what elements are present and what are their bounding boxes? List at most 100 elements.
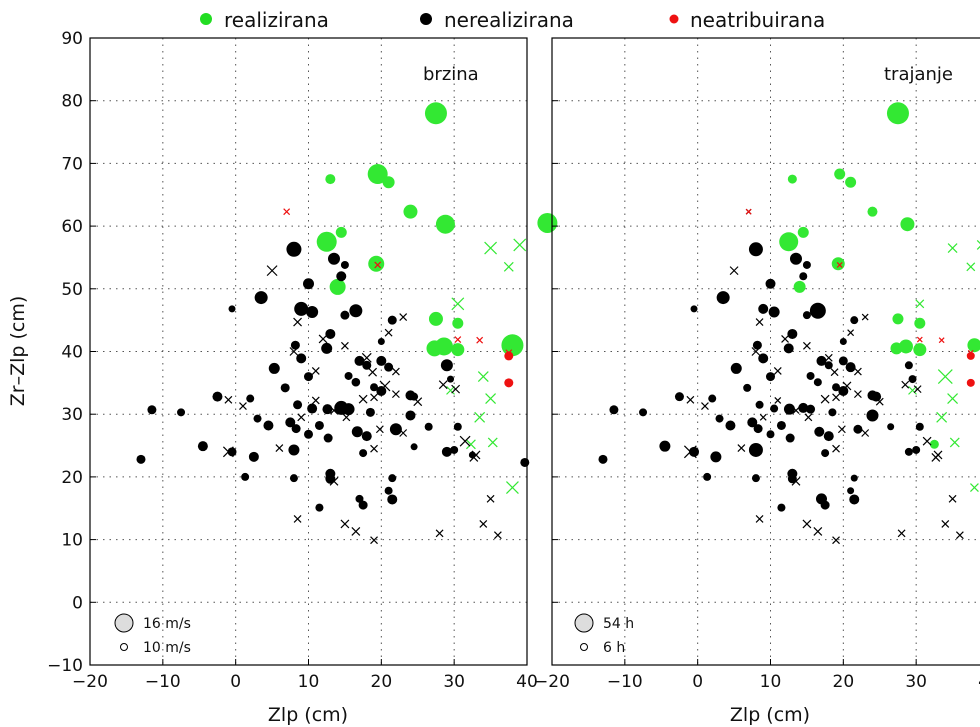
y-tick-label: 10 [61, 531, 83, 551]
point-nerealizirana [246, 394, 255, 403]
x-tick-label: −10 [145, 672, 181, 692]
point-nerealizirana [376, 355, 387, 366]
point-realizirana [834, 168, 846, 180]
y-tick-label: 90 [61, 29, 83, 49]
point-nerealizirana [904, 361, 913, 370]
data-points [598, 102, 980, 545]
point-nerealizirana [354, 355, 365, 366]
point-nerealizirana [799, 272, 808, 281]
point-realizirana [335, 226, 347, 238]
cross-realizirana [976, 239, 980, 250]
cross-nerealizirana [922, 436, 932, 446]
cross-nerealizirana [861, 429, 870, 437]
point-nerealizirana [820, 500, 830, 510]
point-nerealizirana [177, 408, 186, 417]
x-tick-label: 40 [516, 672, 538, 692]
cross-nerealizirana [897, 529, 906, 538]
point-nerealizirana [387, 494, 398, 505]
point-nerealizirana [304, 372, 313, 382]
x-tick-label: 0 [692, 672, 703, 692]
point-nerealizirana [254, 291, 268, 305]
point-nerealizirana [838, 356, 848, 366]
point-nerealizirana [147, 405, 157, 415]
cross-neatribuirana [283, 208, 291, 216]
point-nerealizirana [748, 242, 763, 257]
point-neatribuirana [504, 351, 514, 361]
point-nerealizirana [441, 446, 452, 457]
point-nerealizirana [674, 392, 684, 402]
point-nerealizirana [752, 340, 762, 350]
cross-nerealizirana [853, 367, 862, 376]
point-nerealizirana [783, 343, 794, 354]
cross-nerealizirana [275, 444, 284, 452]
point-nerealizirana [828, 408, 837, 417]
cross-nerealizirana [486, 494, 495, 503]
cross-realizirana [485, 393, 497, 404]
point-nerealizirana [806, 371, 815, 380]
point-realizirana [451, 343, 465, 357]
point-nerealizirana [362, 360, 372, 370]
legend-label-neatribuirana: neatribuirana [690, 8, 825, 32]
y-tick-label: 80 [61, 92, 83, 112]
point-nerealizirana [388, 474, 397, 483]
point-nerealizirana [755, 400, 764, 409]
point-nerealizirana [344, 371, 353, 380]
point-realizirana [434, 337, 453, 356]
legend-marker-neatribuirana [669, 14, 679, 24]
cross-realizirana [513, 238, 527, 252]
cross-nerealizirana [948, 494, 957, 503]
point-nerealizirana [715, 414, 724, 423]
size-key-large-marker [114, 613, 134, 633]
cross-nerealizirana [729, 266, 739, 276]
cross-nerealizirana [933, 450, 943, 460]
point-nerealizirana [814, 426, 825, 437]
x-tick-label: 0 [230, 672, 241, 692]
cross-neatribuirana [745, 208, 752, 215]
cross-nerealizirana [941, 520, 950, 528]
point-nerealizirana [384, 486, 393, 495]
cross-neatribuirana [967, 349, 974, 356]
point-nerealizirana [307, 403, 318, 414]
size-key-large-label: 16 m/s [143, 616, 191, 632]
cross-realizirana [446, 385, 455, 395]
cross-realizirana [947, 243, 958, 253]
point-nerealizirana [849, 494, 860, 505]
cross-nerealizirana [791, 476, 801, 486]
cross-nerealizirana [701, 402, 709, 410]
cross-nerealizirana [391, 367, 400, 376]
cross-realizirana [451, 297, 465, 311]
x-tick-label: 20 [833, 672, 855, 692]
point-nerealizirana [703, 472, 712, 481]
cross-nerealizirana [361, 352, 372, 363]
point-nerealizirana [845, 362, 856, 373]
point-nerealizirana [227, 447, 237, 457]
tick-labels: −20 −10 0 10 20 30 40 [534, 672, 980, 692]
point-nerealizirana [358, 500, 368, 510]
cross-nerealizirana [311, 367, 320, 375]
point-nerealizirana [824, 361, 833, 370]
panel-title: trajanje [884, 64, 953, 85]
cross-nerealizirana [802, 341, 811, 350]
cross-realizirana [966, 262, 976, 272]
point-realizirana [428, 311, 443, 326]
point-realizirana [424, 102, 447, 125]
point-nerealizirana [639, 408, 648, 417]
cross-nerealizirana [435, 529, 444, 538]
cross-neatribuirana [374, 261, 382, 269]
cross-nerealizirana [368, 367, 378, 377]
point-realizirana [325, 174, 336, 185]
cross-realizirana [936, 411, 948, 423]
point-nerealizirana [708, 394, 717, 403]
point-nerealizirana [690, 305, 698, 313]
cross-realizirana [503, 261, 514, 272]
point-realizirana [913, 343, 927, 357]
point-realizirana [435, 214, 455, 234]
point-nerealizirana [285, 417, 296, 428]
point-realizirana [797, 226, 809, 238]
point-nerealizirana [725, 420, 736, 431]
point-nerealizirana [802, 311, 811, 320]
point-realizirana [329, 278, 346, 295]
point-nerealizirana [787, 474, 797, 484]
cross-nerealizirana [755, 318, 764, 326]
point-nerealizirana [405, 410, 416, 421]
